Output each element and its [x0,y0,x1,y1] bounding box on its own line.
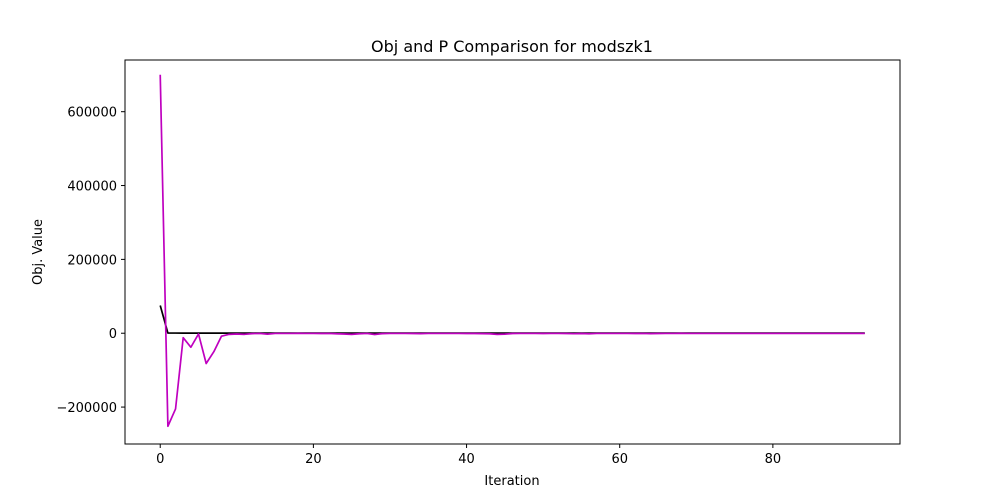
y-tick-label: −200000 [56,401,117,416]
x-axis-label: Iteration [484,474,539,489]
chart-title: Obj and P Comparison for modszk1 [371,37,653,56]
x-tick-label: 80 [765,452,782,467]
y-tick-label: 600000 [67,106,117,121]
series-line-2 [159,74,865,428]
y-tick-label: 400000 [67,180,117,195]
x-axis-ticks: 0 20 40 60 80 [156,444,781,467]
x-tick-label: 60 [611,452,628,467]
y-axis-label: Obj. Value [31,219,46,285]
y-tick-label: 200000 [67,253,117,268]
plot-frame [124,59,901,445]
series-layer [159,74,865,428]
x-tick-label: 20 [305,452,322,467]
y-axis-ticks: −200000 0 200000 400000 600000 [56,106,125,416]
x-tick-label: 40 [458,452,475,467]
y-tick-label: 0 [109,327,117,342]
x-tick-label: 0 [156,452,164,467]
